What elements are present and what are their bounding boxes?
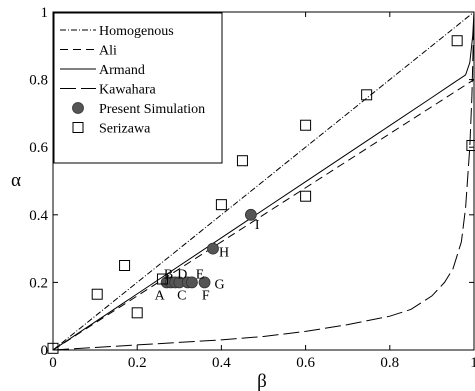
x-tick-label: 0 [49,355,57,371]
homogenous-curve [53,12,474,350]
ticks-layer: 0 0.2 0.4 0.6 0.8 1 0 0.2 0.4 0.6 0.8 1 [29,5,475,371]
point-label-e: E [196,267,205,282]
legend-label-homogenous: Homogenous [99,24,174,39]
curves-layer [53,12,474,350]
kawahara-curve [53,12,474,350]
point-label-i: I [255,218,260,233]
legend-item-homogenous: Homogenous [60,24,174,39]
legend-item-present-simulation: Present Simulation [72,102,205,117]
serizawa-point-11 [466,140,475,152]
serizawa-point-3 [131,307,143,319]
legend-item-kawahara: Kawahara [60,83,157,98]
legend-item-armand: Armand [60,63,145,78]
serizawa-point-6 [236,155,248,167]
point-label-a: A [155,288,166,303]
x-tick-label: 0.2 [128,355,147,371]
legend: Homogenous Ali Armand Kawahara Present Simul… [53,12,223,164]
point-label-c: C [177,288,186,303]
x-tick-label: 0.6 [296,355,315,371]
legend-item-ali: Ali [60,44,117,59]
point-label-f: F [202,288,210,303]
legend-item-serizawa: Serizawa [72,122,151,137]
legend-label-ali: Ali [99,44,117,59]
serizawa-point-9 [361,89,373,101]
y-tick-label: 0.2 [29,275,48,291]
legend-marker-present-simulation [72,102,84,114]
point-label-h: H [219,246,229,261]
y-tick-label: 0.8 [29,73,48,89]
serizawa-point-5 [215,199,227,211]
legend-marker-serizawa [72,122,84,133]
serizawa-point-1 [91,288,103,300]
serizawa-point-7 [300,190,312,202]
y-axis-label: α [11,170,21,191]
point-label-d: D [177,267,187,282]
markers-layer [47,35,475,354]
armand-curve [53,12,474,350]
serizawa-point-10 [451,35,463,47]
legend-label-armand: Armand [99,63,145,78]
legend-label-present-simulation: Present Simulation [99,102,205,117]
legend-entries: Homogenous Ali Armand Kawahara Present Simul… [60,24,205,137]
present-simulation-point-i [244,208,257,221]
x-tick-label: 1 [470,355,475,371]
serizawa-point-4 [156,273,168,285]
present-simulation-point-f [186,276,198,289]
y-tick-label: 0.6 [29,140,48,156]
serizawa-point-2 [119,260,131,271]
y-tick-label: 0 [41,343,49,359]
y-tick-label: 0.4 [29,208,48,224]
serizawa-point-8 [300,119,312,131]
x-tick-label: 0.8 [380,355,399,371]
x-axis-label: β [257,371,267,391]
legend-label-serizawa: Serizawa [99,122,151,137]
y-tick-label: 1 [41,5,49,21]
x-tick-label: 0.4 [212,355,231,371]
point-label-b: B [164,267,173,282]
point-label-g: G [215,277,225,292]
present-simulation-point-g [198,276,211,289]
legend-label-kawahara: Kawahara [99,83,157,98]
ali-curve [53,79,474,350]
present-simulation-point-h [207,242,219,255]
plot-frame [52,11,475,351]
